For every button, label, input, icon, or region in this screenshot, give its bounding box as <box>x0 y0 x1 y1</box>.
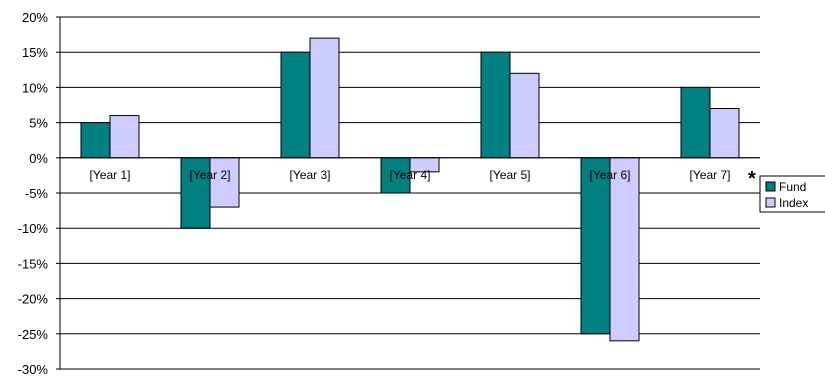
y-tick-label: 15% <box>22 45 48 60</box>
x-category-label: [Year 3] <box>290 168 331 182</box>
y-tick-label: -5% <box>25 186 49 201</box>
bar-index <box>209 157 240 208</box>
bar-fund <box>480 51 511 159</box>
y-tick-label: -30% <box>18 362 49 376</box>
bar-fund <box>380 157 411 194</box>
bar-index <box>509 72 540 159</box>
y-tick-label: 5% <box>29 116 48 131</box>
bar-fund <box>680 86 711 159</box>
bar-fund <box>80 122 111 159</box>
legend-swatch-index <box>765 197 776 208</box>
y-axis-ticks: 20% 15% 10% 5% 0% -5% -10% -15% -20% -25% -30% <box>18 10 60 376</box>
x-category-label: [Year 6] <box>590 168 631 182</box>
y-tick-label: -15% <box>18 256 49 271</box>
x-category-label: [Year 4] <box>390 168 431 182</box>
x-category-label: [Year 5] <box>490 168 531 182</box>
bar-index <box>709 108 740 159</box>
bars <box>80 37 740 342</box>
bar-index <box>609 157 640 342</box>
x-category-label: [Year 2] <box>190 168 231 182</box>
bar-index <box>109 115 140 159</box>
x-axis-categories: [Year 1] [Year 2] [Year 3] [Year 4] [Year 5]… <box>90 168 731 182</box>
y-tick-label: -10% <box>18 221 49 236</box>
bar-fund <box>580 157 611 335</box>
y-tick-label: 0% <box>29 151 48 166</box>
y-tick-label: 20% <box>22 10 48 25</box>
y-tick-label: -20% <box>18 292 49 307</box>
bar-fund <box>180 157 211 229</box>
legend-label-index: Index <box>779 196 808 210</box>
bar-index <box>309 37 340 159</box>
legend: Fund Index <box>759 175 825 213</box>
bar-fund <box>280 51 311 159</box>
annotation-asterisk: * <box>748 168 756 190</box>
x-category-label: [Year 7] <box>690 168 731 182</box>
y-tick-label: 10% <box>22 80 48 95</box>
legend-label-fund: Fund <box>779 180 806 194</box>
legend-swatch-fund <box>765 181 776 192</box>
x-category-label: [Year 1] <box>90 168 131 182</box>
y-tick-label: -25% <box>18 327 49 342</box>
